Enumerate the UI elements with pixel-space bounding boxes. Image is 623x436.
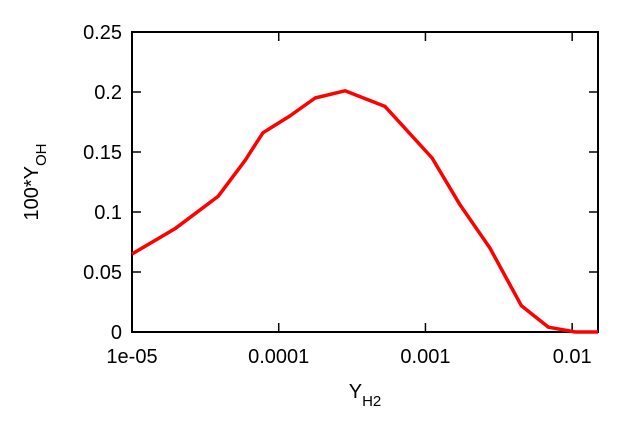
y-axis-title-base: 100*Y	[21, 166, 43, 221]
y-tick-label: 0.2	[94, 82, 122, 104]
x-axis-title-base: Y	[349, 381, 362, 403]
x-tick-label: 1e-05	[106, 346, 157, 368]
y-axis-title-sub: OH	[33, 144, 50, 167]
x-tick-label: 0.001	[400, 346, 450, 368]
x-axis-title-sub: H2	[362, 393, 381, 410]
x-axis-title: YH2	[349, 381, 382, 410]
plot-frame	[131, 31, 599, 333]
data-line	[131, 89, 598, 334]
y-tick-label: 0.15	[83, 142, 122, 164]
y-tick-label: 0.1	[94, 202, 122, 224]
x-tick-label: 0.01	[553, 346, 592, 368]
y-tick-label: 0.25	[83, 22, 122, 44]
y-tick-label: 0	[111, 322, 122, 344]
y-axis-title: 100*YOH	[21, 144, 50, 221]
y-tick-label: 0.05	[83, 262, 122, 284]
x-tick-label: 0.0001	[248, 346, 309, 368]
